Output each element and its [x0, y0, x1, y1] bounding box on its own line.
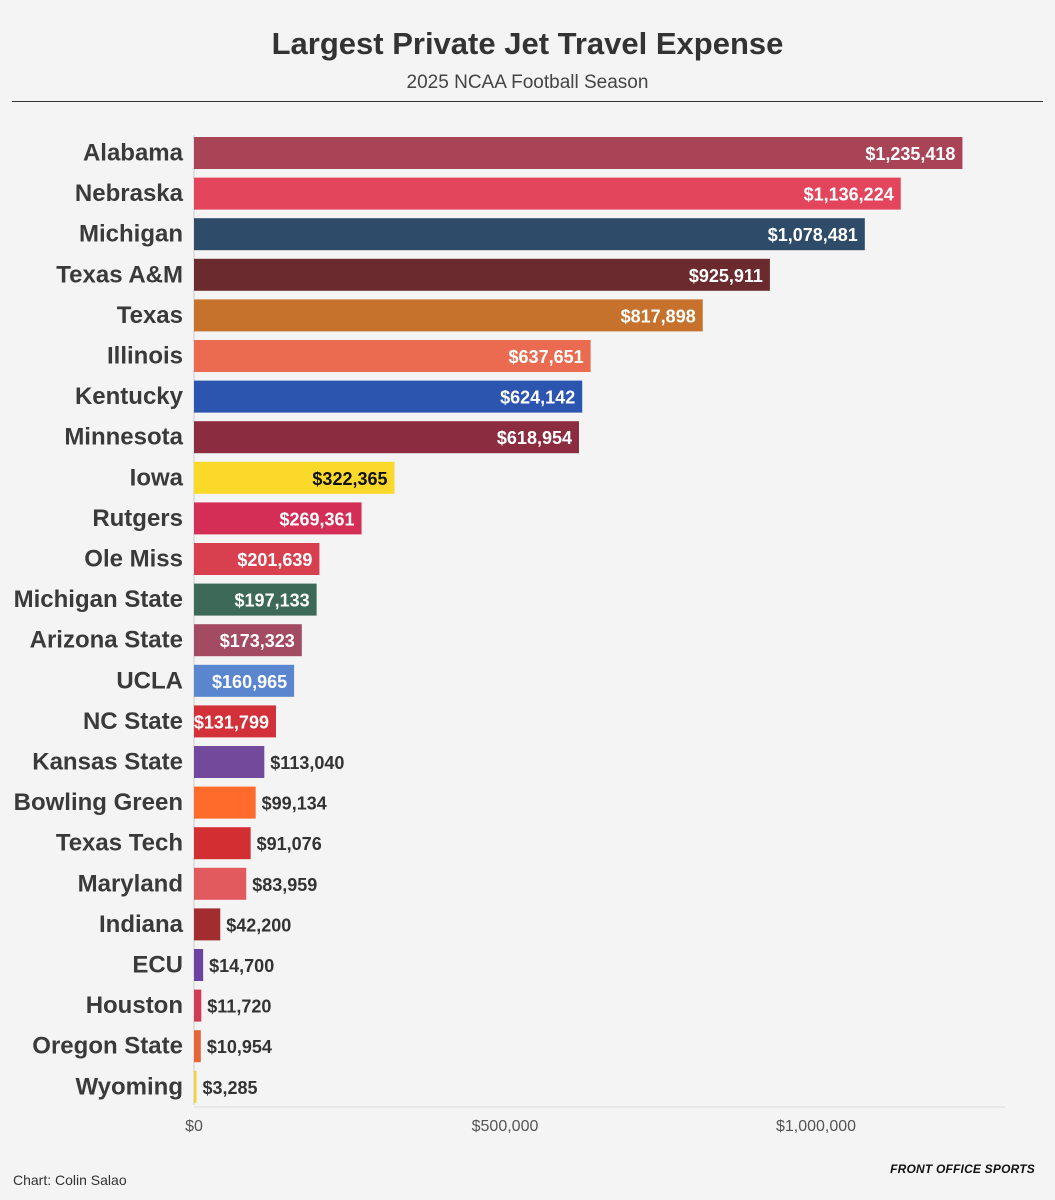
- category-label: Michigan: [79, 221, 183, 248]
- category-label: Ole Miss: [84, 546, 183, 573]
- chart-source: Chart: Colin Salao: [13, 1172, 127, 1188]
- bar: [194, 908, 221, 941]
- chart-title: Largest Private Jet Travel Expense: [271, 26, 784, 61]
- value-label: $925,911: [689, 266, 763, 286]
- bar: [194, 380, 583, 413]
- value-label: $637,651: [509, 347, 584, 367]
- category-label: Kansas State: [32, 749, 183, 776]
- bar: [194, 786, 256, 819]
- category-label: Illinois: [107, 343, 183, 370]
- category-label: Alabama: [83, 140, 184, 167]
- bar: [194, 218, 865, 251]
- x-tick-label: $0: [185, 1118, 203, 1135]
- x-tick-label: $500,000: [472, 1118, 539, 1135]
- bar: [194, 827, 251, 860]
- category-label: Minnesota: [64, 424, 183, 451]
- value-label: $99,134: [262, 794, 327, 814]
- bar: [194, 258, 770, 291]
- value-label: $201,639: [237, 550, 312, 570]
- category-label: Maryland: [78, 870, 183, 897]
- value-label: $14,700: [209, 956, 274, 976]
- value-label: $160,965: [212, 672, 287, 692]
- category-label: Oregon State: [32, 1033, 183, 1060]
- value-label: $10,954: [207, 1037, 272, 1057]
- value-label: $83,959: [252, 875, 317, 895]
- value-label: $269,361: [279, 509, 354, 529]
- value-label: $91,076: [257, 834, 322, 854]
- category-label: Texas A&M: [56, 261, 183, 288]
- bar: [194, 299, 703, 332]
- value-label: $618,954: [497, 428, 572, 448]
- bar: [194, 867, 247, 900]
- bar: [194, 583, 317, 616]
- bar: [194, 421, 579, 454]
- value-label: $3,285: [203, 1078, 258, 1098]
- value-label: $131,799: [194, 712, 269, 732]
- value-label: $624,142: [500, 388, 575, 408]
- category-label: Wyoming: [75, 1073, 183, 1100]
- value-label: $322,365: [312, 469, 387, 489]
- chart-subtitle: 2025 NCAA Football Season: [406, 72, 649, 93]
- category-label: Texas: [117, 302, 183, 329]
- category-label: Rutgers: [92, 505, 183, 532]
- bar: [194, 624, 302, 657]
- x-tick-label: $1,000,000: [776, 1118, 856, 1135]
- bar: [194, 989, 202, 1022]
- bar: [194, 461, 395, 494]
- value-label: $173,323: [220, 631, 295, 651]
- category-label: Kentucky: [75, 383, 184, 410]
- bar-chart: Alabama $1,235,418 Nebraska $1,136,224 Michi…: [14, 135, 1005, 1135]
- value-label: $1,136,224: [804, 185, 894, 205]
- value-label: $817,898: [621, 306, 696, 326]
- bar: [194, 705, 276, 738]
- bar: [194, 746, 265, 778]
- category-label: ECU: [132, 952, 183, 979]
- bar: [194, 502, 362, 535]
- bar: [194, 340, 591, 372]
- category-label: Houston: [86, 992, 183, 1019]
- value-label: $1,235,418: [865, 144, 955, 164]
- title-divider: [12, 101, 1043, 102]
- bar: [194, 137, 963, 169]
- value-label: $1,078,481: [768, 225, 858, 245]
- bar: [194, 177, 901, 210]
- category-label: Bowling Green: [14, 789, 183, 816]
- bar: [194, 949, 204, 981]
- value-label: $11,720: [207, 997, 271, 1017]
- bar: [194, 543, 320, 575]
- bar: [194, 664, 295, 697]
- value-label: $42,200: [226, 915, 291, 935]
- bar: [194, 1070, 197, 1103]
- category-label: UCLA: [116, 667, 183, 694]
- value-label: $197,133: [235, 591, 310, 611]
- value-label: $113,040: [270, 753, 344, 773]
- category-label: NC State: [83, 708, 183, 735]
- category-label: Texas Tech: [56, 830, 183, 857]
- category-label: Indiana: [99, 911, 184, 938]
- category-label: Arizona State: [30, 627, 183, 654]
- brand-logo: FRONT OFFICE SPORTS: [890, 1162, 1035, 1176]
- category-label: Iowa: [130, 464, 184, 491]
- category-label: Michigan State: [14, 586, 183, 613]
- bar: [194, 1030, 201, 1063]
- category-label: Nebraska: [75, 180, 184, 207]
